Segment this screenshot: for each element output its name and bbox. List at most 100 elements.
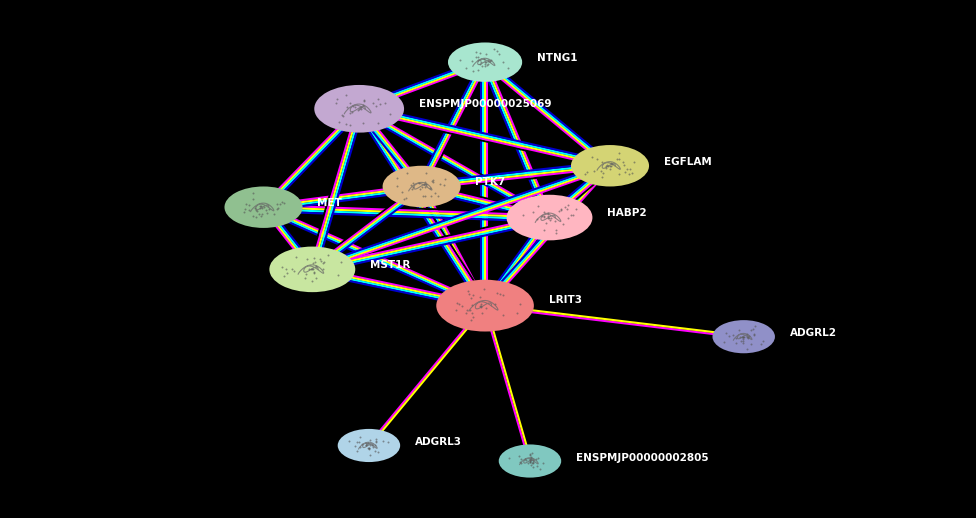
Point xyxy=(316,257,332,266)
Circle shape xyxy=(448,42,522,82)
Point xyxy=(266,210,282,219)
Point xyxy=(512,454,528,463)
Point xyxy=(463,306,478,314)
Point xyxy=(411,179,427,187)
Point xyxy=(362,451,378,459)
Point xyxy=(563,211,579,220)
Point xyxy=(425,176,440,184)
Point xyxy=(418,192,433,200)
Point xyxy=(622,170,637,178)
Point xyxy=(460,306,475,314)
Point xyxy=(453,56,468,65)
Point xyxy=(477,62,493,70)
Point xyxy=(616,159,631,167)
Point xyxy=(553,206,569,214)
Point xyxy=(352,433,368,441)
Point xyxy=(255,204,270,212)
Point xyxy=(513,459,529,467)
Point xyxy=(308,262,324,270)
Point xyxy=(255,210,270,219)
Point xyxy=(555,220,571,228)
Point xyxy=(522,457,538,466)
Point xyxy=(523,449,539,457)
Point xyxy=(305,254,321,262)
Point xyxy=(735,333,751,341)
Point xyxy=(342,437,357,445)
Point xyxy=(381,437,396,445)
Point xyxy=(465,309,480,317)
Point xyxy=(347,103,363,111)
Point xyxy=(501,454,516,462)
Point xyxy=(306,268,322,277)
Point xyxy=(448,306,464,314)
Point xyxy=(339,120,354,128)
Point xyxy=(590,155,605,163)
Point xyxy=(525,463,541,471)
Point xyxy=(476,55,492,63)
Point xyxy=(362,441,378,450)
Point xyxy=(525,456,541,464)
Point xyxy=(721,332,737,340)
Point xyxy=(600,162,616,170)
Point xyxy=(483,55,499,64)
Point xyxy=(624,169,639,177)
Point xyxy=(473,57,489,66)
Point xyxy=(382,109,397,118)
Point xyxy=(376,437,391,445)
Circle shape xyxy=(499,444,561,478)
Circle shape xyxy=(224,186,303,228)
Text: ENSPMJP00000025069: ENSPMJP00000025069 xyxy=(419,99,551,109)
Point xyxy=(603,159,619,167)
Point xyxy=(495,291,510,299)
Point xyxy=(268,199,284,208)
Point xyxy=(739,330,754,338)
Point xyxy=(536,225,551,234)
Point xyxy=(416,180,431,189)
Point xyxy=(461,290,476,298)
Point xyxy=(740,333,755,341)
Point xyxy=(501,64,516,72)
Point xyxy=(560,200,576,209)
Point xyxy=(288,253,304,262)
Point xyxy=(735,333,751,341)
Point xyxy=(470,56,486,65)
Point xyxy=(372,100,387,108)
Point xyxy=(274,263,290,271)
Point xyxy=(315,265,331,273)
Point xyxy=(418,178,433,186)
Point xyxy=(270,204,286,212)
Text: NTNG1: NTNG1 xyxy=(537,53,577,63)
Point xyxy=(522,457,538,465)
Point xyxy=(339,91,354,99)
Point xyxy=(603,162,619,170)
Point xyxy=(245,189,261,197)
Point xyxy=(422,184,437,193)
Point xyxy=(523,453,539,462)
Point xyxy=(403,180,419,189)
Point xyxy=(464,293,479,301)
Point xyxy=(565,211,581,219)
Point xyxy=(731,326,747,334)
Point xyxy=(237,205,253,213)
Point xyxy=(474,62,490,70)
Point xyxy=(424,177,439,185)
Point xyxy=(602,165,618,173)
Point xyxy=(495,58,510,66)
Point xyxy=(473,302,489,310)
Point xyxy=(468,53,483,61)
Point xyxy=(276,271,292,280)
Point xyxy=(735,337,751,346)
Point xyxy=(238,200,254,208)
Point xyxy=(360,439,376,448)
Point xyxy=(477,58,493,66)
Point xyxy=(248,213,264,221)
Point xyxy=(414,183,429,191)
Point xyxy=(522,456,538,464)
Point xyxy=(480,57,496,65)
Point xyxy=(542,213,557,222)
Point xyxy=(490,289,506,297)
Point xyxy=(470,52,486,61)
Circle shape xyxy=(338,429,400,462)
Point xyxy=(252,202,267,210)
Point xyxy=(303,265,318,274)
